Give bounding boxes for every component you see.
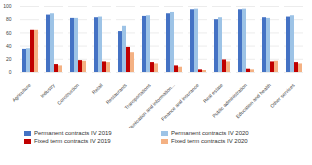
svg-text:80: 80 xyxy=(6,16,12,22)
svg-text:Other services: Other services xyxy=(269,82,296,109)
html-text:Permanent contracts IV 2020: Permanent contracts IV 2020 xyxy=(171,130,249,136)
html-text:Fixed term contracts IV 2020: Fixed term contracts IV 2020 xyxy=(171,138,248,144)
svg-text:20: 20 xyxy=(6,56,12,62)
svg-text:Agriculture: Agriculture xyxy=(11,82,32,103)
svg-text:Real estate: Real estate xyxy=(202,82,224,104)
svg-text:60: 60 xyxy=(6,30,12,36)
html-text:Fixed term contracts IV 2019: Fixed term contracts IV 2019 xyxy=(34,138,111,144)
svg-text:Construction: Construction xyxy=(56,82,80,106)
svg-text:Education and health: Education and health xyxy=(234,82,272,120)
svg-text:Transportations: Transportations xyxy=(123,81,152,111)
svg-text:40: 40 xyxy=(6,43,12,49)
svg-text:Industry: Industry xyxy=(39,82,56,99)
svg-text:Finance and insurance: Finance and insurance xyxy=(160,82,200,122)
svg-text:Public administration: Public administration xyxy=(211,81,248,119)
svg-text:Retail: Retail xyxy=(91,82,104,95)
svg-text:Communication and information.: Communication and information... xyxy=(119,82,176,128)
svg-text:Restaurants: Restaurants xyxy=(105,82,129,106)
svg-text:0: 0 xyxy=(9,69,12,75)
svg-text:100: 100 xyxy=(3,3,12,9)
html-text:Permanent contracts IV 2019: Permanent contracts IV 2019 xyxy=(34,130,112,136)
